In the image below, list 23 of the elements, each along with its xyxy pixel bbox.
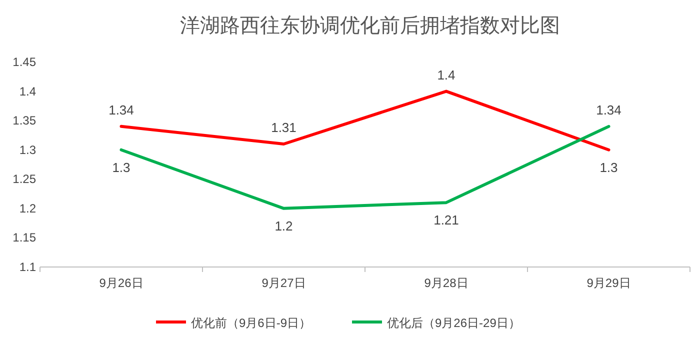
data-label: 1.3 [600, 160, 618, 175]
data-label: 1.3 [112, 160, 130, 175]
data-label: 1.4 [437, 67, 456, 82]
y-tick-label: 1.35 [12, 114, 36, 128]
data-label: 1.31 [271, 120, 296, 135]
data-label: 1.34 [108, 102, 134, 118]
y-tick-label: 1.25 [12, 172, 36, 186]
data-label: 1.21 [434, 212, 459, 228]
y-tick-label: 1.45 [12, 55, 36, 69]
x-tick-label: 9月26日 [99, 276, 144, 290]
y-tick-label: 1.3 [19, 142, 36, 157]
y-tick-label: 1.15 [12, 230, 36, 245]
y-tick-label: 1.4 [19, 84, 36, 98]
title: 洋湖路西往东协调优化前后拥堵指数对比图 [180, 13, 560, 37]
data-label: 1.2 [274, 218, 293, 234]
legend-label: 优化后（9月26日-29日） [387, 316, 520, 330]
data-label: 1.34 [596, 102, 622, 118]
x-tick-label: 9月28日 [424, 276, 468, 290]
x-tick-label: 9月27日 [262, 276, 306, 290]
y-tick-label: 1.1 [19, 260, 36, 274]
x-tick-label: 9月29日 [586, 276, 631, 290]
legend-label: 优化前（9月6日-9日） [191, 316, 312, 330]
y-tick-label: 1.2 [19, 201, 36, 216]
